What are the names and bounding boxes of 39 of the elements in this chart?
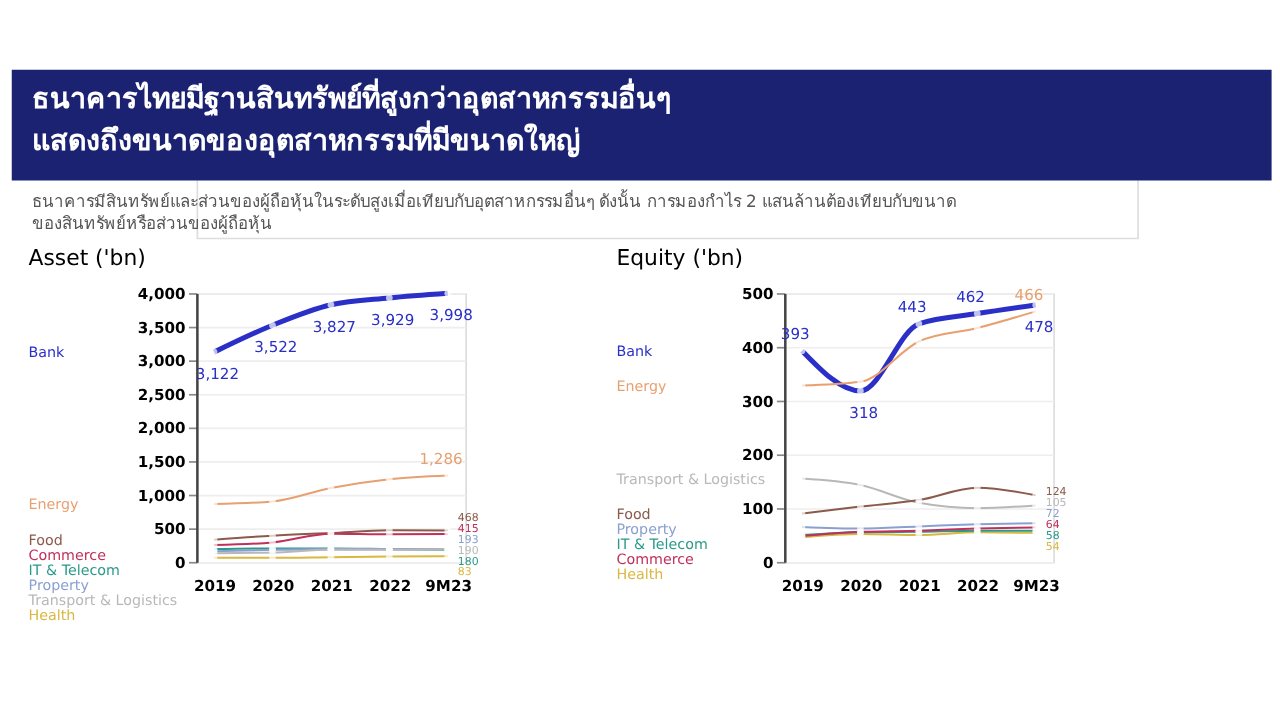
text: ธนาคารไทยมีฐานสินทรัพย์ที่สูงกว่าอุตสาหกรรมอื่นๆ แสดงถึงขนาดของอุตสาหกรรมที่มีขนาดใหญ่ xyxy=(31,76,672,159)
x-tick-label: 2019 xyxy=(193,577,236,596)
chart-title: Asset ('bn) xyxy=(28,244,146,271)
x-tick-label: 2022 xyxy=(369,577,412,596)
y-tick-label: 0 xyxy=(763,553,774,572)
data-label: 1,286 xyxy=(419,449,464,468)
text: ธนาคารมีสินทรัพย์และส่วนของผู้ถือหุ้นในระดับสูงเมื่อเทียบกับอุตสาหกรรมอื่นๆ ดังนั้น การมองกำไร 2 แสนล้านต้องเทียบกับขนาด ของสินทรัพย์หรือส่วนของผู้ถือหุ้น xyxy=(31,189,956,236)
y-tick-label: 1,500 xyxy=(137,452,186,471)
x-tick-label: 2020 xyxy=(252,577,295,596)
x-tick-label: 2022 xyxy=(957,577,1000,596)
data-label: 466 xyxy=(1014,285,1044,304)
y-tick-label: 0 xyxy=(175,553,186,572)
data-label: 318 xyxy=(849,403,879,422)
data-label: 462 xyxy=(956,287,986,306)
x-tick-label: 9M23 xyxy=(425,577,472,596)
x-tick-label: 2020 xyxy=(840,577,883,596)
y-tick-label: 3,500 xyxy=(137,318,186,337)
y-tick-label: 1,000 xyxy=(137,486,186,505)
y-tick-label: 2,000 xyxy=(137,419,186,438)
y-tick-label: 100 xyxy=(742,500,774,519)
data-label: 3,929 xyxy=(371,310,415,329)
x-tick-label: 9M23 xyxy=(1013,577,1060,596)
chart-title: Equity ('bn) xyxy=(616,244,744,271)
data-label: 3,827 xyxy=(312,317,357,336)
y-tick-label: 3,000 xyxy=(137,352,186,371)
y-tick-label: 4,000 xyxy=(137,285,186,304)
y-tick-label: 2,500 xyxy=(137,385,186,404)
y-tick-label: 200 xyxy=(742,446,774,465)
data-label: 3,998 xyxy=(429,306,474,325)
y-tick-label: 500 xyxy=(742,285,774,304)
y-tick-label: 400 xyxy=(742,338,774,357)
data-label: 478 xyxy=(1024,317,1054,336)
x-tick-label: 2021 xyxy=(310,577,353,596)
x-tick-label: 2019 xyxy=(781,577,824,596)
y-tick-label: 500 xyxy=(154,520,186,539)
x-tick-label: 2021 xyxy=(898,577,941,596)
data-label: 3,522 xyxy=(254,338,298,357)
data-label: 443 xyxy=(897,298,927,317)
y-tick-label: 300 xyxy=(742,392,774,411)
